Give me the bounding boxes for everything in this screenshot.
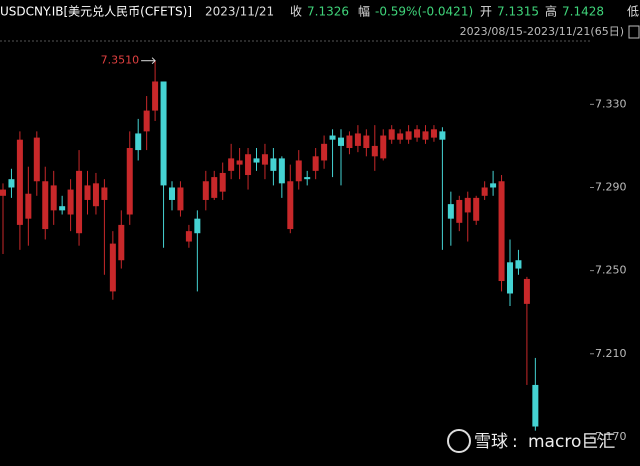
candle-body [126, 148, 133, 215]
candle-body [523, 278, 530, 304]
y-tick-label: 7.250 [595, 264, 627, 277]
candle-body [92, 183, 99, 207]
candle-body [304, 177, 311, 180]
candle-body [143, 110, 150, 132]
candle-body [211, 177, 218, 198]
candle-body [532, 384, 539, 427]
date: 2023/11/21 [205, 5, 274, 19]
item-value: 7.1315 [497, 5, 539, 19]
candle-body [515, 260, 522, 269]
item-value: 7.1428 [562, 5, 604, 19]
item-value: 7.1326 [307, 5, 349, 19]
candle-body [507, 262, 513, 294]
item-label: 高 [545, 4, 557, 19]
candle-body [261, 154, 268, 165]
candle-body [194, 218, 201, 234]
y-tick-label: 7.210 [595, 347, 627, 360]
candle-body [329, 135, 336, 140]
candle-body [236, 160, 243, 165]
item-label: 低 [627, 5, 639, 19]
author: macro巨汇 [528, 432, 615, 452]
candle-body [371, 145, 378, 157]
candle-body [338, 137, 344, 146]
candle-body [42, 181, 49, 230]
candle-body [321, 143, 328, 161]
y-tick-label: 7.330 [595, 97, 627, 110]
candle-body [473, 197, 480, 221]
symbol: USDCNY.IB[美元兑人民币(CFETS)] [0, 5, 192, 19]
candle-body [0, 189, 6, 196]
candle-body [160, 81, 167, 186]
y-tick-label: 7.290 [595, 180, 627, 193]
candle-body [8, 179, 15, 188]
candle-body [464, 197, 471, 213]
candle-body [447, 204, 454, 219]
annotation-label: 7.3510 [101, 54, 140, 67]
candle-body [346, 135, 353, 148]
candle-body [414, 129, 421, 138]
candle-body [245, 154, 252, 176]
candle-body [481, 187, 488, 196]
candle-body [177, 187, 184, 211]
candle-body [50, 185, 57, 211]
candle-body [59, 206, 66, 211]
item-value: -0.59%(-0.0421) [375, 5, 473, 19]
candle-body [363, 135, 370, 148]
candle-body [439, 131, 446, 140]
candle-body [498, 181, 505, 282]
candle-body [169, 187, 175, 200]
candle-body [380, 135, 387, 159]
candle-body [135, 133, 142, 151]
candle-body [76, 170, 83, 234]
candle-body [185, 231, 192, 242]
candle-body [219, 172, 226, 192]
brand: 雪球 [474, 432, 508, 452]
candle-body [430, 129, 437, 138]
candle-body [270, 158, 277, 171]
colon: : [512, 432, 518, 452]
item-label: 幅 [358, 4, 370, 19]
candle-body [118, 224, 125, 261]
candle-body [388, 129, 395, 140]
arrow-head [151, 57, 156, 65]
candle-body [84, 185, 91, 200]
candle-body [202, 181, 209, 200]
candle-body [33, 137, 40, 182]
candle-body [287, 181, 294, 230]
logo [447, 429, 471, 453]
candle-body [295, 160, 302, 182]
range: 2023/08/15-2023/11/21(65日) [460, 25, 624, 38]
candle-body [101, 187, 108, 200]
candle-body [397, 133, 404, 140]
item-label: 收 [290, 5, 302, 19]
candle-body [109, 243, 116, 292]
candle-body [456, 199, 463, 223]
candle-body [228, 158, 235, 171]
y-tick-label: 7.170 [595, 430, 627, 443]
candle-body [354, 133, 361, 146]
candle-body [16, 139, 23, 225]
candle-body [253, 158, 260, 163]
watermark: 雪球 : macro巨汇 [447, 429, 615, 453]
candle-body [67, 189, 74, 215]
candle-body [278, 158, 285, 184]
item-label: 开 [480, 5, 492, 19]
candle-body [405, 131, 412, 140]
candle-body [422, 131, 429, 140]
candle-body [25, 193, 32, 219]
candle-body [312, 156, 319, 171]
candle-body [490, 183, 497, 188]
candle-body [152, 81, 159, 111]
range-button[interactable] [628, 25, 640, 39]
